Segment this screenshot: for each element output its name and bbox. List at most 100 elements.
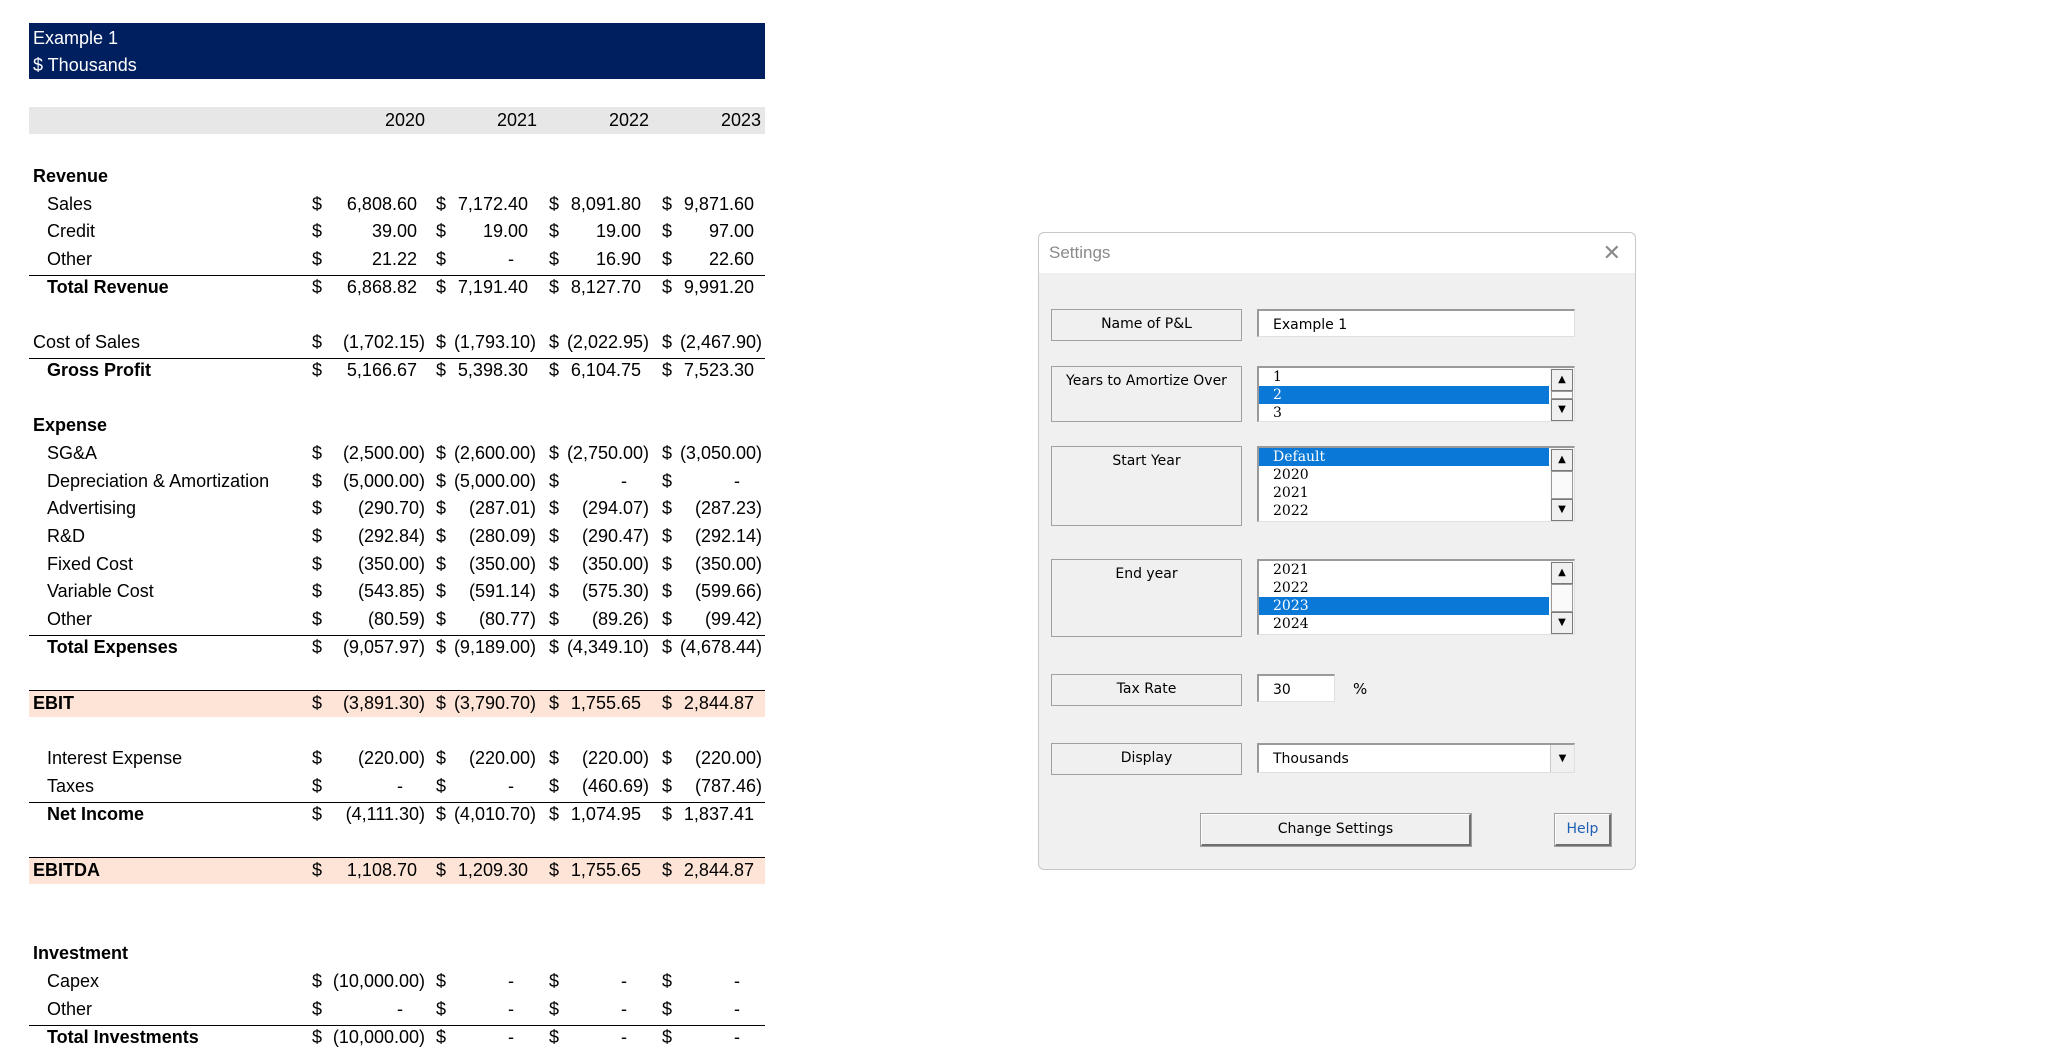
row-label[interactable]: Advertising — [47, 498, 137, 518]
cell-value[interactable]: - — [621, 1027, 627, 1047]
cell-value[interactable]: 5,166.67 — [346, 360, 417, 380]
cell-value[interactable]: 6,808.60 — [346, 194, 417, 214]
row-label[interactable]: Taxes — [47, 776, 95, 796]
cell-value[interactable]: (350.00) — [468, 554, 536, 574]
cell-value[interactable]: (292.14) — [694, 526, 762, 546]
row-label[interactable]: Other — [47, 999, 93, 1019]
cell-value[interactable]: - — [734, 1027, 740, 1047]
cell-value[interactable]: (5,000.00) — [453, 471, 536, 491]
row-label[interactable]: Depreciation & Amortization — [47, 471, 270, 491]
cell-value[interactable]: (220.00) — [468, 748, 536, 768]
cell-value[interactable]: (10,000.00) — [332, 971, 425, 991]
years-scrollbar[interactable]: ▲ ▼ — [1550, 368, 1574, 421]
cell-value[interactable]: 6,868.82 — [346, 277, 417, 297]
sheet-title[interactable]: Example 1 — [33, 28, 119, 48]
cell-value[interactable]: (220.00) — [357, 748, 425, 768]
cell-value[interactable]: - — [734, 971, 740, 991]
cell-value[interactable]: - — [397, 999, 403, 1019]
cell-value[interactable]: - — [621, 999, 627, 1019]
cell-value[interactable]: (80.59) — [367, 609, 425, 629]
cell-value[interactable]: (460.69) — [581, 776, 649, 796]
cell-value[interactable]: (3,891.30) — [342, 693, 425, 713]
cell-value[interactable]: (9,057.97) — [342, 637, 425, 657]
cell-value[interactable]: (89.26) — [591, 609, 649, 629]
row-label[interactable]: Investment — [33, 943, 129, 963]
row-label[interactable]: Other — [47, 249, 93, 269]
cell-value[interactable]: 6,104.75 — [570, 360, 641, 380]
row-label[interactable]: Credit — [47, 221, 96, 241]
cell-value[interactable]: (350.00) — [357, 554, 425, 574]
cell-value[interactable]: (3,050.00) — [679, 443, 762, 463]
cell-value[interactable]: 9,871.60 — [683, 194, 754, 214]
row-label[interactable]: SG&A — [47, 443, 98, 463]
cell-value[interactable]: - — [397, 776, 403, 796]
scroll-up-icon[interactable]: ▲ — [1551, 369, 1573, 391]
cell-value[interactable]: 19.00 — [482, 221, 528, 241]
cell-value[interactable]: (290.47) — [581, 526, 649, 546]
cell-value[interactable]: - — [621, 471, 627, 491]
cell-value[interactable]: 1,108.70 — [346, 860, 417, 880]
row-label[interactable]: EBIT — [33, 693, 75, 713]
row-label[interactable]: Revenue — [33, 166, 109, 186]
row-label[interactable]: Total Revenue — [47, 277, 169, 297]
cell-value[interactable]: (220.00) — [581, 748, 649, 768]
start-year-option[interactable]: 2021 — [1273, 485, 1309, 501]
cell-value[interactable]: 1,209.30 — [457, 860, 528, 880]
cell-value[interactable]: (10,000.00) — [332, 1027, 425, 1047]
cell-value[interactable]: (350.00) — [694, 554, 762, 574]
cell-value[interactable]: (787.46) — [694, 776, 762, 796]
cell-value[interactable]: (294.07) — [581, 498, 649, 518]
year-header-2022[interactable]: 2022 — [608, 110, 649, 130]
display-dropdown[interactable]: Thousands ▼ — [1257, 743, 1575, 773]
cell-value[interactable]: - — [621, 971, 627, 991]
row-label[interactable]: EBITDA — [33, 860, 100, 880]
cell-value[interactable]: - — [734, 471, 740, 491]
start-year-option[interactable]: 2022 — [1273, 503, 1309, 519]
end-year-option-selected[interactable]: 2023 — [1259, 597, 1549, 615]
cell-value[interactable]: 5,398.30 — [457, 360, 528, 380]
cell-value[interactable]: 19.00 — [595, 221, 641, 241]
years-listbox[interactable]: 1 2 3 ▲ ▼ — [1257, 366, 1575, 422]
cell-value[interactable]: - — [734, 999, 740, 1019]
cell-value[interactable]: - — [508, 1027, 514, 1047]
cell-value[interactable]: (280.09) — [468, 526, 536, 546]
row-label[interactable]: R&D — [47, 526, 86, 546]
row-label[interactable]: Total Investments — [47, 1027, 199, 1047]
cell-value[interactable]: (543.85) — [357, 581, 425, 601]
cell-value[interactable]: (4,678.44) — [679, 637, 762, 657]
years-option-selected[interactable]: 2 — [1259, 386, 1549, 404]
row-label[interactable]: Variable Cost — [47, 581, 154, 601]
cell-value[interactable]: (80.77) — [478, 609, 536, 629]
end-year-scroll-thumb[interactable] — [1551, 584, 1573, 612]
cell-value[interactable]: 2,844.87 — [683, 693, 754, 713]
start-year-scroll-thumb[interactable] — [1551, 471, 1573, 499]
cell-value[interactable]: (2,600.00) — [453, 443, 536, 463]
change-settings-button[interactable]: Change Settings — [1201, 814, 1471, 846]
scroll-up-icon[interactable]: ▲ — [1551, 449, 1573, 471]
cell-value[interactable]: 8,091.80 — [570, 194, 641, 214]
cell-value[interactable]: (599.66) — [694, 581, 762, 601]
row-label[interactable]: Interest Expense — [47, 748, 183, 768]
years-option[interactable]: 1 — [1273, 369, 1282, 385]
row-label[interactable]: Gross Profit — [47, 360, 152, 380]
years-option[interactable]: 3 — [1273, 405, 1282, 421]
cell-value[interactable]: (4,349.10) — [566, 637, 649, 657]
row-label[interactable]: Fixed Cost — [47, 554, 134, 574]
cell-value[interactable]: 7,191.40 — [457, 277, 528, 297]
row-label[interactable]: Capex — [47, 971, 100, 991]
dropdown-arrow-icon[interactable]: ▼ — [1550, 745, 1574, 772]
cell-value[interactable]: - — [508, 999, 514, 1019]
cell-value[interactable]: (2,467.90) — [679, 332, 762, 352]
cell-value[interactable]: 22.60 — [708, 249, 754, 269]
row-label[interactable]: Total Expenses — [47, 637, 178, 657]
year-header-2023[interactable]: 2023 — [720, 110, 761, 130]
cell-value[interactable]: (4,010.70) — [453, 804, 536, 824]
years-scroll-thumb[interactable] — [1551, 391, 1573, 399]
end-year-scrollbar[interactable]: ▲ ▼ — [1550, 561, 1574, 634]
cell-value[interactable]: 97.00 — [708, 221, 754, 241]
name-field[interactable]: Example 1 — [1257, 309, 1575, 337]
start-year-option[interactable]: 2020 — [1273, 467, 1309, 483]
row-label[interactable]: Other — [47, 609, 93, 629]
cell-value[interactable]: 1,074.95 — [570, 804, 641, 824]
cell-value[interactable]: 1,755.65 — [570, 860, 641, 880]
